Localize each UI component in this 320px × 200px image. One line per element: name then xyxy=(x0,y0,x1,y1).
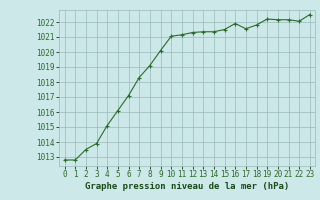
X-axis label: Graphe pression niveau de la mer (hPa): Graphe pression niveau de la mer (hPa) xyxy=(85,182,289,191)
